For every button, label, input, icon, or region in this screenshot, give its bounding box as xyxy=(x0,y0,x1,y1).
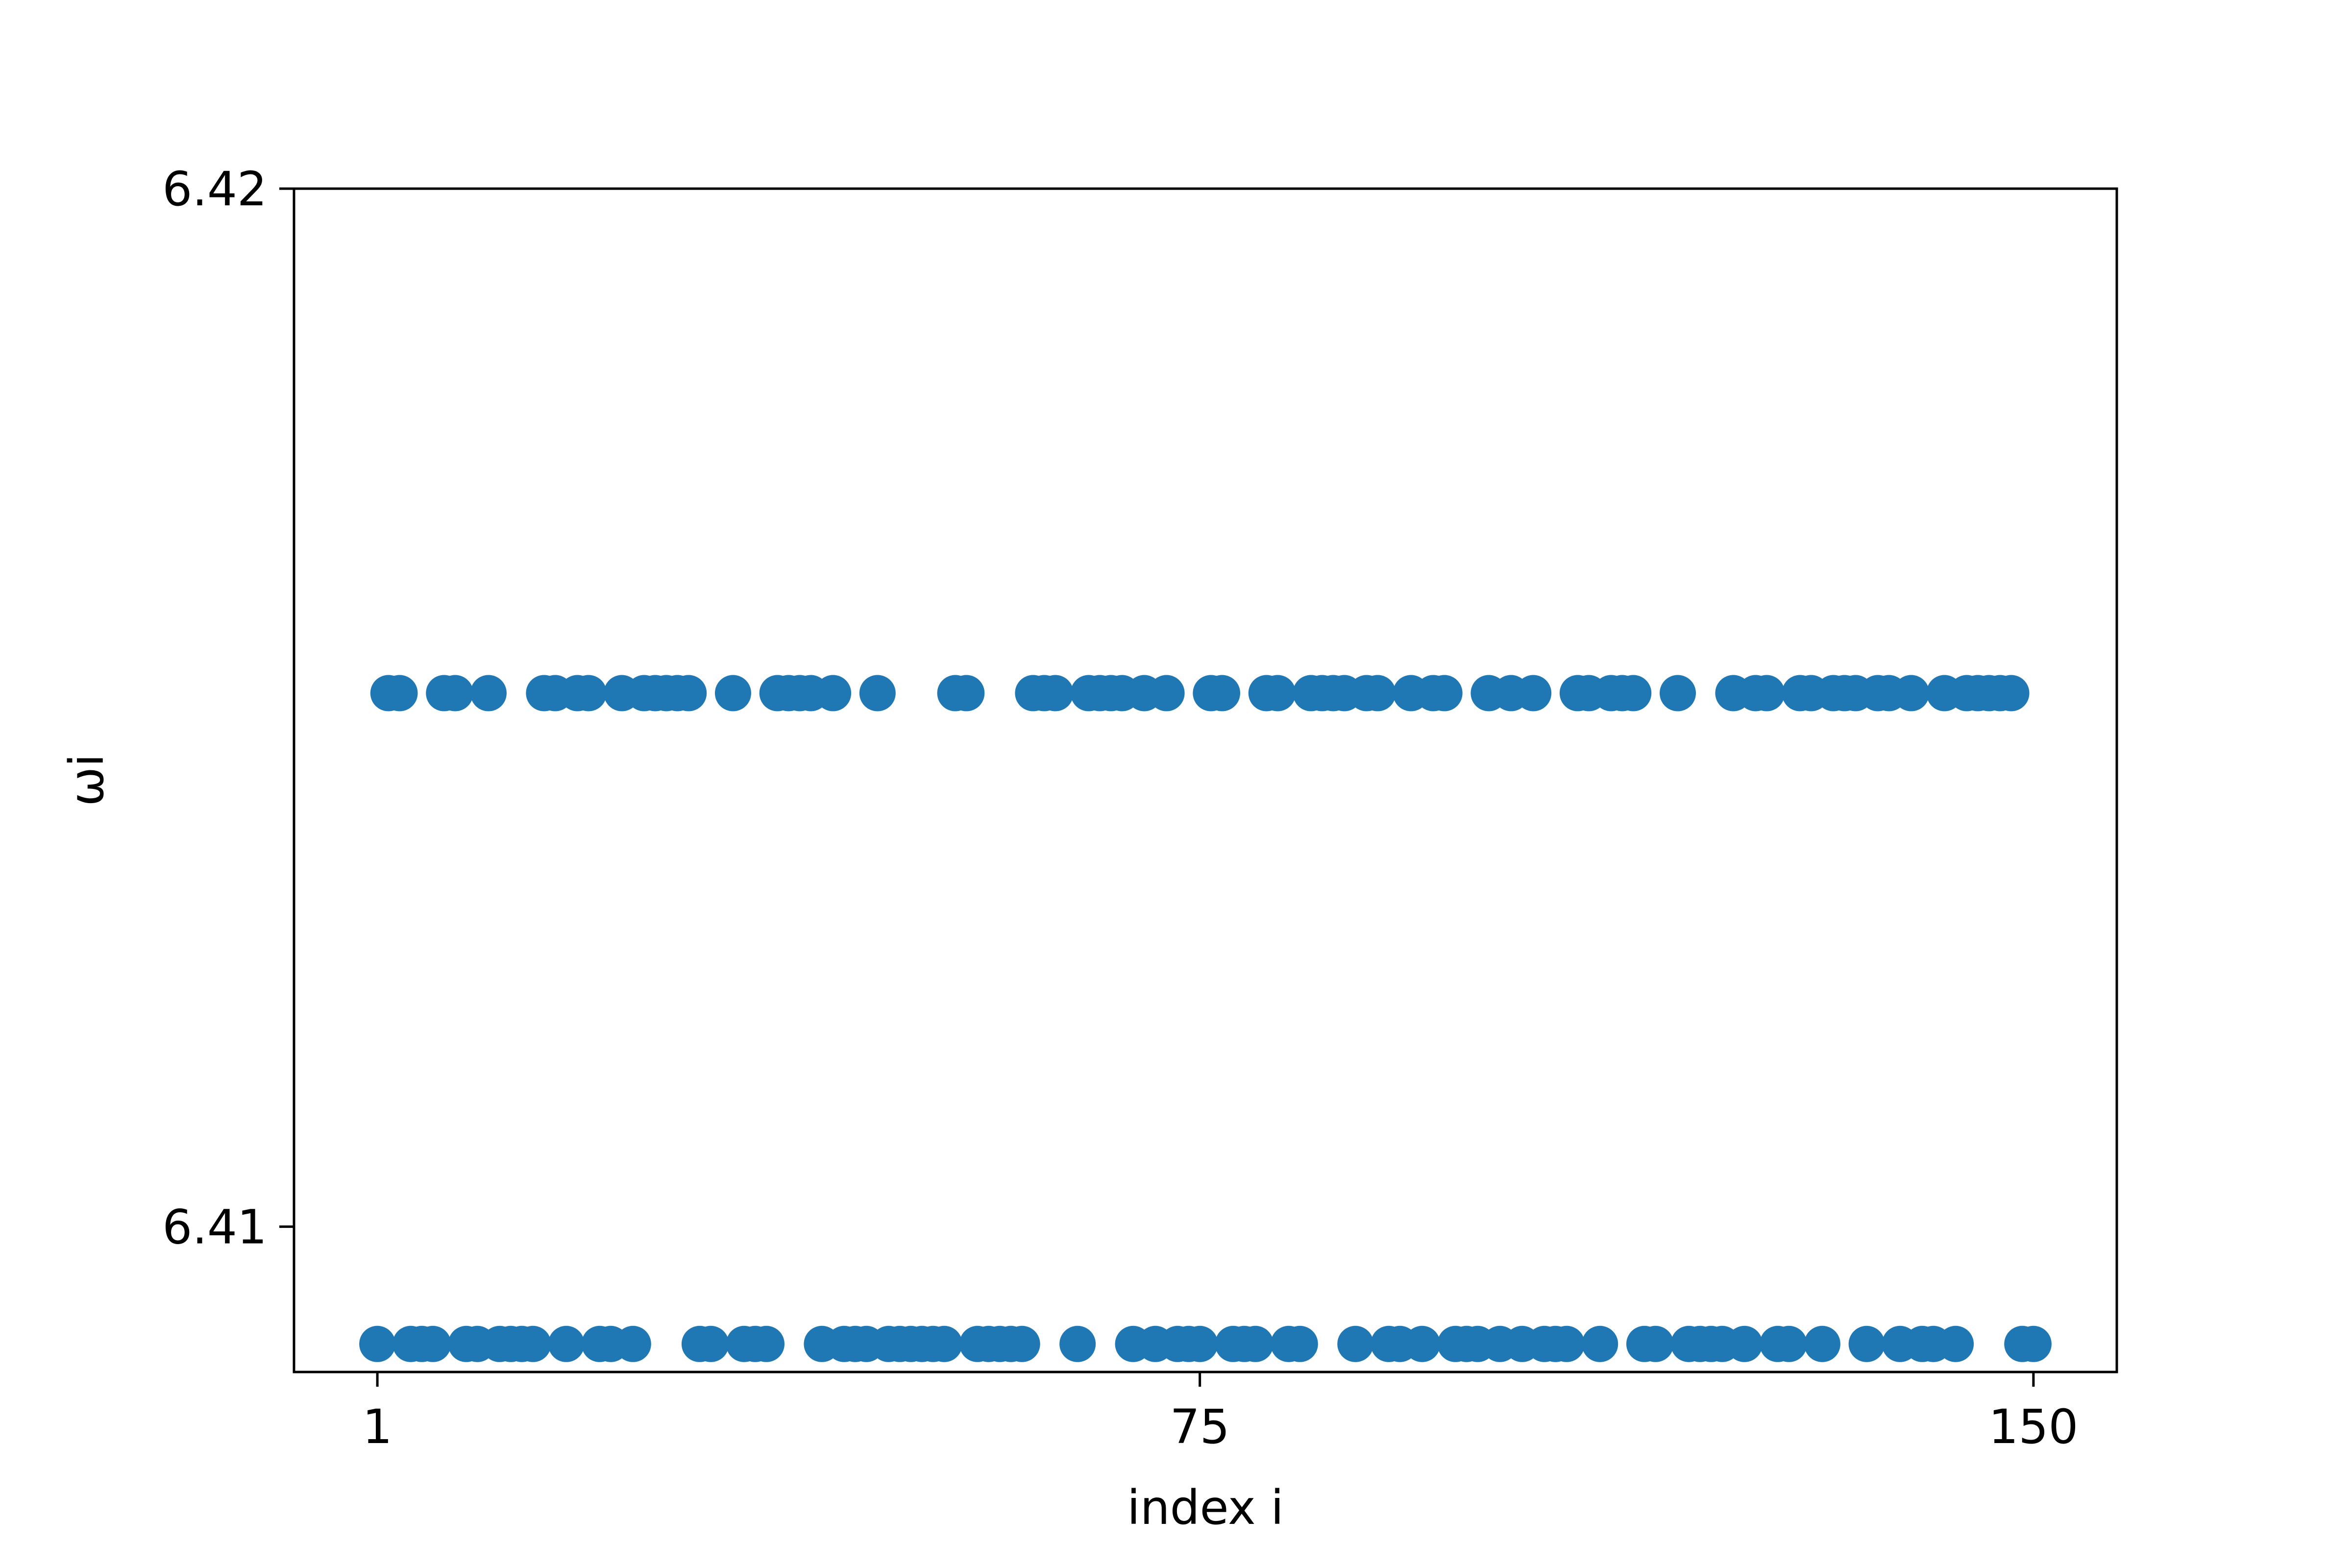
data-point xyxy=(1993,675,2030,711)
data-point xyxy=(1204,675,1241,711)
data-point xyxy=(1804,1325,1840,1362)
data-point xyxy=(415,1325,451,1362)
plot-frame xyxy=(293,187,2118,1373)
plot-background xyxy=(294,189,2117,1372)
data-point xyxy=(437,675,473,711)
x-tick-label: 75 xyxy=(1170,1399,1230,1454)
data-point xyxy=(1515,675,1552,711)
data-point xyxy=(1337,1325,1374,1362)
data-point xyxy=(1637,1325,1674,1362)
data-point xyxy=(926,1325,962,1362)
data-point xyxy=(670,675,707,711)
data-point xyxy=(1059,1325,1096,1362)
data-point xyxy=(1181,1325,1218,1362)
y-tick-label: 6.42 xyxy=(162,162,267,217)
x-tick-label: 1 xyxy=(363,1399,392,1454)
x-tick-label: 150 xyxy=(1988,1399,2078,1454)
data-point xyxy=(748,1325,785,1362)
data-point xyxy=(1237,1325,1274,1362)
data-point xyxy=(1726,1325,1763,1362)
data-point xyxy=(1893,675,1930,711)
data-point xyxy=(548,1325,585,1362)
data-point xyxy=(1004,1325,1040,1362)
data-points xyxy=(359,675,2052,1362)
data-point xyxy=(1259,675,1296,711)
data-point xyxy=(1848,1325,1885,1362)
data-point xyxy=(1037,675,1074,711)
x-axis-label: index i xyxy=(1127,1480,1284,1535)
data-point xyxy=(1770,1325,1807,1362)
data-point xyxy=(714,675,751,711)
data-point xyxy=(1148,675,1185,711)
y-axis-ticks: 6.41 6.42 xyxy=(162,162,294,1254)
data-point xyxy=(1582,1325,1618,1362)
data-point xyxy=(859,675,896,711)
data-point xyxy=(359,1325,396,1362)
data-point xyxy=(1359,675,1396,711)
x-axis-ticks: 1 75 150 xyxy=(363,1372,2078,1454)
data-point xyxy=(1937,1325,1974,1362)
y-axis-label: ωi xyxy=(59,754,114,806)
data-point xyxy=(1660,675,1696,711)
data-point xyxy=(381,675,418,711)
data-point xyxy=(692,1325,729,1362)
data-point xyxy=(1615,675,1652,711)
data-point xyxy=(570,675,607,711)
data-point xyxy=(470,675,507,711)
data-point xyxy=(815,675,852,711)
data-point xyxy=(948,675,985,711)
data-point xyxy=(1426,675,1463,711)
data-point xyxy=(614,1325,651,1362)
data-point xyxy=(1404,1325,1441,1362)
data-point xyxy=(514,1325,551,1362)
data-point xyxy=(1548,1325,1585,1362)
data-point xyxy=(1281,1325,1318,1362)
y-tick-label: 6.41 xyxy=(162,1200,267,1254)
data-point xyxy=(2015,1325,2052,1362)
data-point xyxy=(1748,675,1785,711)
